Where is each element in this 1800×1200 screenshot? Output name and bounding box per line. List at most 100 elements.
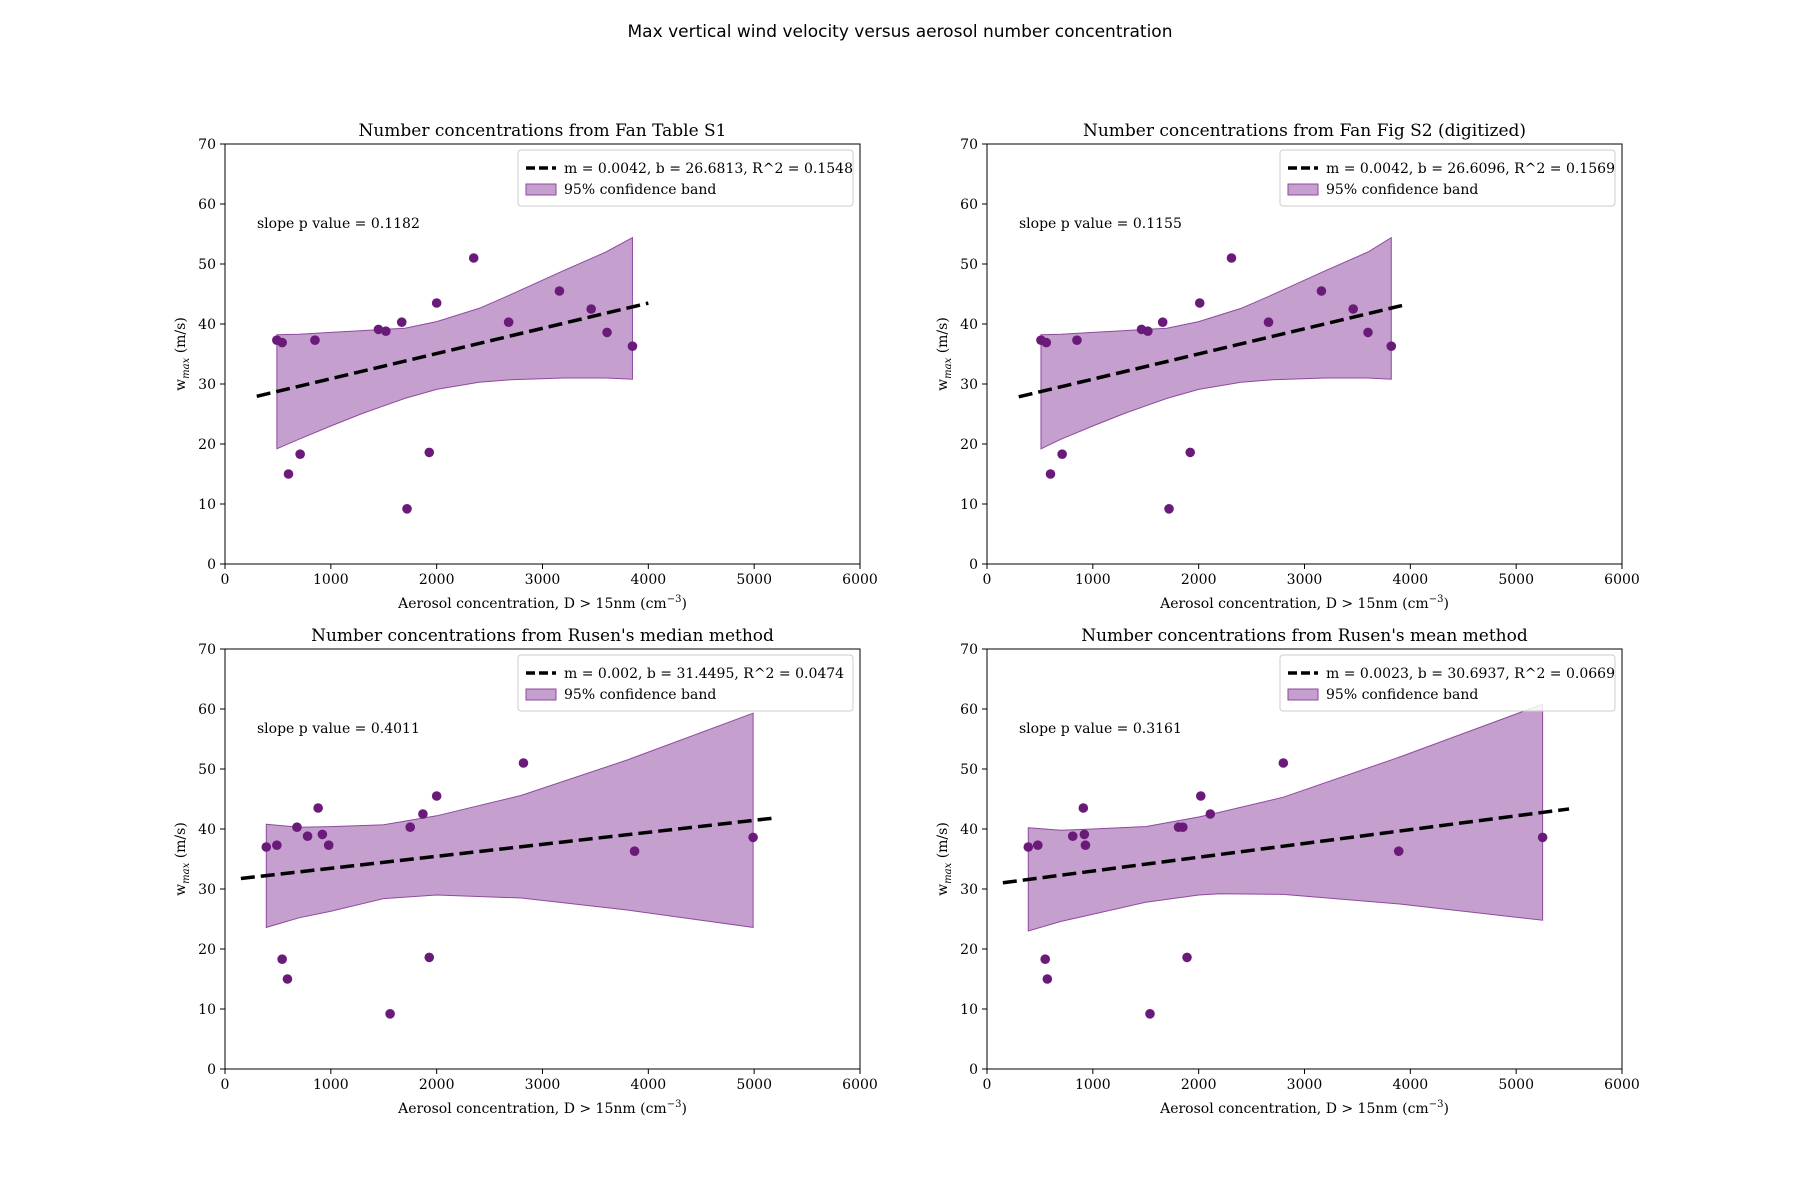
legend-band-label: 95% confidence band (564, 687, 716, 703)
x-axis-label: Aerosol concentration, D > 15nm (cm−3) (397, 1099, 687, 1117)
data-point (602, 327, 612, 338)
y-tick-label: 10 (960, 497, 978, 513)
x-tick-label: 5000 (736, 1077, 772, 1093)
data-point (1363, 327, 1373, 338)
x-axis-label-main: Aerosol concentration, D > 15nm (cm (397, 596, 667, 612)
y-axis-label: wmax (m/s) (173, 317, 192, 391)
data-point (1316, 286, 1327, 296)
legend-fit-label: m = 0.002, b = 31.4495, R^2 = 0.0474 (564, 666, 844, 682)
data-point (748, 832, 758, 843)
data-point (272, 840, 282, 850)
data-point (1157, 317, 1168, 328)
y-axis-label-end: (m/s) (173, 317, 189, 358)
confidence-band (265, 712, 754, 929)
data-point (310, 335, 320, 346)
x-tick-label: 6000 (1604, 572, 1640, 588)
data-point (295, 449, 305, 460)
data-point (424, 447, 435, 458)
y-axis-label: wmax (m/s) (173, 822, 192, 896)
data-point (1078, 803, 1089, 813)
y-tick-label: 60 (960, 702, 978, 718)
data-point (1205, 809, 1216, 819)
subplot-title: Number concentrations from Rusen's mean … (1081, 626, 1528, 646)
data-point (396, 317, 407, 328)
legend: m = 0.0023, b = 30.6937, R^2 = 0.0669 95%… (1279, 654, 1616, 712)
legend-fit-label: m = 0.0042, b = 26.6096, R^2 = 0.1569 (1326, 161, 1615, 177)
y-axis-label-main: w (935, 884, 951, 896)
data-point (1195, 791, 1206, 801)
legend-box (517, 654, 854, 712)
x-tick-label: 2000 (419, 1077, 455, 1093)
x-axis-label-sup: −3 (1429, 594, 1444, 605)
y-tick-label: 70 (198, 137, 216, 153)
data-point (1079, 829, 1090, 840)
data-point (1080, 840, 1091, 850)
x-tick-label: 3000 (1287, 1077, 1323, 1093)
x-tick-label: 2000 (1181, 572, 1217, 588)
data-point (323, 840, 334, 850)
y-tick-label: 50 (198, 762, 216, 778)
data-point (518, 758, 529, 768)
x-axis-label-end: ) (1443, 596, 1448, 612)
data-point (554, 286, 565, 296)
data-point (1185, 447, 1195, 458)
y-tick-label: 40 (960, 822, 978, 838)
y-tick-label: 40 (198, 822, 216, 838)
y-tick-label: 10 (198, 497, 216, 513)
data-point (1537, 832, 1548, 843)
x-tick-label: 2000 (419, 572, 455, 588)
data-point (1033, 840, 1043, 850)
figure-title: Max vertical wind velocity versus aeroso… (628, 22, 1173, 42)
confidence-band (1027, 703, 1544, 932)
legend-band-swatch (1287, 183, 1319, 196)
data-point (277, 337, 287, 348)
x-tick-label: 3000 (525, 1077, 561, 1093)
data-point (503, 317, 514, 328)
data-point (292, 822, 302, 832)
data-point (418, 809, 428, 819)
y-axis-label-end: (m/s) (935, 317, 951, 358)
subplot-fan-fig-s2: Number concentrations from Fan Fig S2 (d… (935, 121, 1640, 612)
y-axis-label-main: w (935, 379, 951, 391)
y-tick-label: 0 (207, 1062, 216, 1078)
y-tick-label: 60 (198, 702, 216, 718)
x-tick-label: 0 (221, 572, 230, 588)
data-point (1194, 298, 1205, 308)
x-tick-label: 5000 (1498, 1077, 1534, 1093)
y-tick-label: 20 (960, 437, 978, 453)
x-tick-label: 1000 (1075, 1077, 1111, 1093)
x-tick-label: 6000 (842, 1077, 878, 1093)
y-axis-label-end: (m/s) (935, 822, 951, 863)
data-point (283, 469, 294, 479)
legend: m = 0.0042, b = 26.6096, R^2 = 0.1569 95%… (1279, 149, 1616, 207)
legend-box (1279, 654, 1616, 712)
y-axis-label-sub: max (943, 357, 954, 378)
legend-fit-label: m = 0.0023, b = 30.6937, R^2 = 0.0669 (1326, 666, 1615, 682)
data-point (1278, 758, 1289, 768)
x-axis-label-sup: −3 (1429, 1099, 1444, 1110)
data-point (1263, 317, 1274, 328)
y-tick-label: 0 (969, 557, 978, 573)
data-point (1182, 952, 1192, 963)
x-axis-label-end: ) (681, 1101, 686, 1117)
y-tick-label: 70 (198, 642, 216, 658)
x-tick-label: 6000 (1604, 1077, 1640, 1093)
y-tick-label: 70 (960, 137, 978, 153)
y-axis-label-main: w (173, 379, 189, 391)
y-axis-label: wmax (m/s) (935, 317, 954, 391)
data-point (1057, 449, 1067, 460)
data-point (1040, 954, 1051, 964)
x-tick-label: 0 (221, 1077, 230, 1093)
p-value-annotation: slope p value = 0.1182 (257, 216, 420, 232)
y-tick-label: 10 (960, 1002, 978, 1018)
x-axis-label-end: ) (1443, 1101, 1448, 1117)
data-point (1041, 337, 1052, 348)
y-tick-label: 20 (960, 942, 978, 958)
data-point (1042, 974, 1053, 984)
data-point (424, 952, 435, 963)
legend-band-swatch (525, 183, 557, 196)
y-tick-label: 30 (198, 882, 216, 898)
legend-box (1279, 149, 1616, 207)
x-axis-label: Aerosol concentration, D > 15nm (cm−3) (1159, 594, 1449, 612)
